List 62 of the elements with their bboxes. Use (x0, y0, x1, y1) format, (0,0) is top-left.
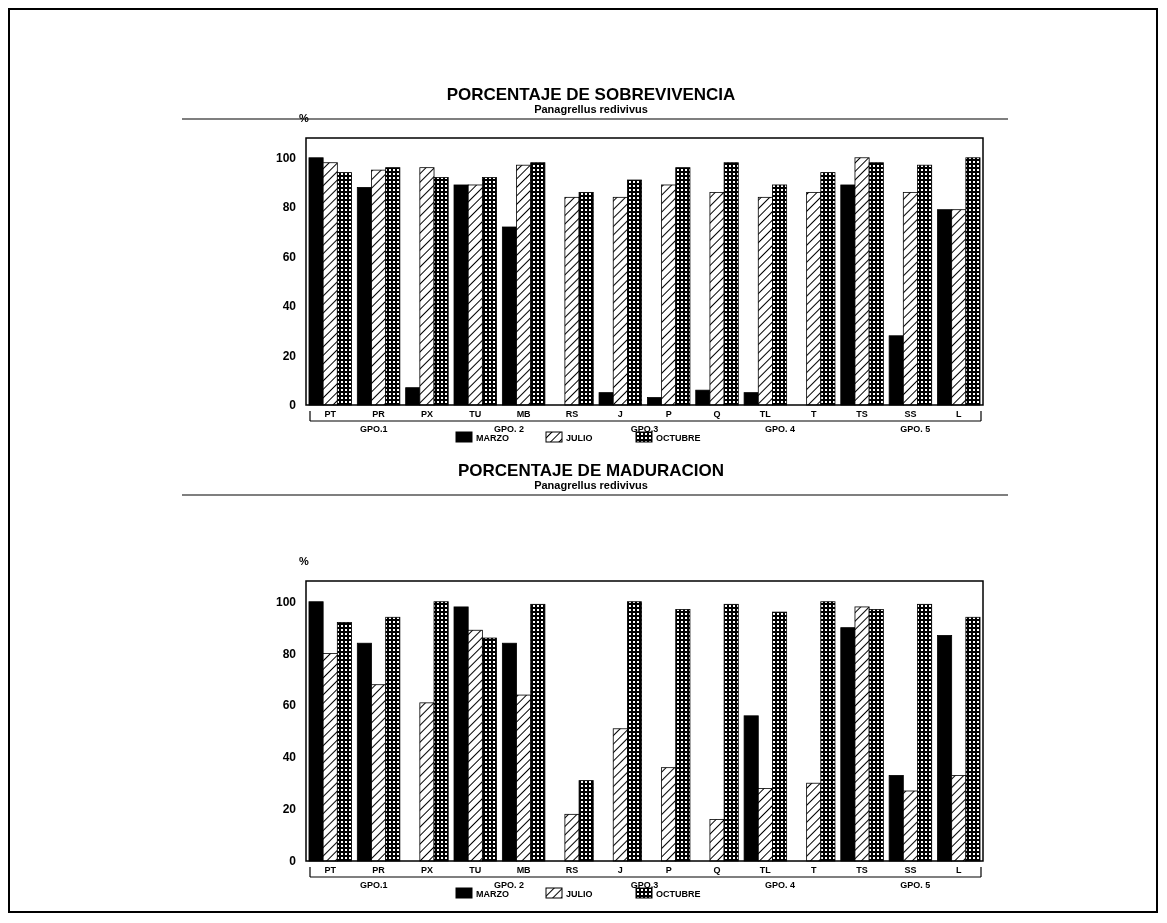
y-tick-label: 80 (282, 646, 297, 661)
x-tick-label: T (810, 409, 817, 419)
legend-label: OCTUBRE (656, 889, 701, 899)
text: GPO.1 (359, 880, 388, 890)
y-tick-label: 0 (289, 854, 297, 868)
x-tick-label: MB (516, 865, 532, 875)
legend-label: MARZO (476, 433, 509, 443)
text: GPO. 4 (764, 880, 795, 890)
x-tick-label: T (810, 865, 817, 875)
y-axis-title: % (299, 555, 310, 567)
x-tick-label: TL (759, 409, 772, 419)
y-tick-label: 40 (282, 750, 297, 765)
x-tick-label: PR (372, 409, 386, 419)
x-tick-label: L (956, 865, 963, 875)
chart-title: PORCENTAJE DE SOBREVIVENCIA (446, 85, 736, 104)
x-tick-label: PT (324, 865, 337, 875)
x-tick-label: J (617, 409, 623, 419)
x-tick-label: SS (904, 865, 917, 875)
y-tick-label: 80 (282, 200, 297, 215)
x-tick-label: PX (420, 409, 433, 419)
x-tick-label: SS (904, 409, 917, 419)
y-tick-label: 40 (282, 299, 297, 314)
legend-label: MARZO (476, 889, 509, 899)
y-tick-label: 20 (282, 348, 297, 363)
x-tick-label: P (665, 409, 672, 419)
chart-title: PORCENTAJE DE MADURACION (457, 461, 725, 480)
y-axis-title: % (299, 112, 310, 124)
y-tick-label: 60 (282, 249, 297, 264)
legend-label: JULIO (566, 889, 593, 899)
x-tick-label: P (665, 865, 672, 875)
x-tick-label: TS (856, 865, 868, 875)
legend-label: OCTUBRE (656, 433, 701, 443)
text: GPO. 2 (494, 424, 525, 434)
x-tick-label: TL (759, 865, 772, 875)
y-tick-label: 100 (275, 150, 297, 165)
text: GPO.1 (359, 424, 388, 434)
y-tick-label: 20 (282, 802, 297, 817)
x-tick-label: TU (469, 865, 482, 875)
x-tick-label: Q (713, 865, 721, 875)
x-tick-label: PR (372, 865, 386, 875)
y-tick-label: 0 (289, 398, 297, 412)
x-tick-label: RS (565, 409, 579, 419)
text: GPO.3 (630, 880, 659, 890)
text: GPO.3 (630, 424, 659, 434)
chart-subtitle: Panagrellus redivivus (534, 103, 648, 115)
legend-label: JULIO (566, 433, 593, 443)
chart-subtitle: Panagrellus redivivus (534, 479, 648, 491)
x-tick-label: L (956, 409, 963, 419)
text: GPO. 2 (494, 880, 525, 890)
y-tick-label: 60 (282, 698, 297, 713)
text: GPO. 4 (764, 424, 795, 434)
x-tick-label: J (617, 865, 623, 875)
x-tick-label: Q (713, 409, 721, 419)
x-tick-label: PT (324, 409, 337, 419)
text: GPO. 5 (900, 880, 931, 890)
text: GPO. 5 (900, 424, 931, 434)
x-tick-label: PX (420, 865, 433, 875)
x-tick-label: TS (856, 409, 868, 419)
x-tick-label: TU (469, 409, 482, 419)
x-tick-label: MB (516, 409, 532, 419)
y-tick-label: 100 (275, 594, 297, 609)
x-tick-label: RS (565, 865, 579, 875)
